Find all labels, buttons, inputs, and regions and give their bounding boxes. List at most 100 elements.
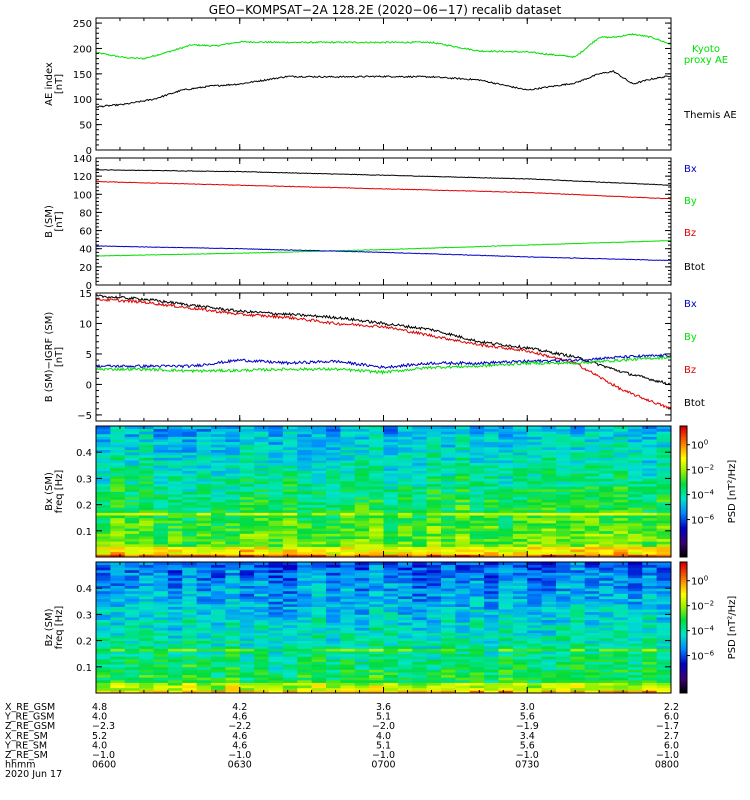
bz_spec-cell	[383, 593, 399, 597]
bz_spec-cell	[642, 685, 658, 689]
bx_spec-cell	[369, 470, 384, 474]
bz_spec-cell	[340, 648, 356, 652]
bx_spec-cell	[297, 488, 313, 492]
bx_spec-cell	[512, 428, 528, 432]
bx_spec-cell	[570, 460, 586, 464]
bx_spec-cell	[326, 494, 341, 498]
bx_spec-cell	[153, 512, 169, 516]
bx_spec-cell	[383, 551, 399, 555]
bx_spec-cell	[254, 452, 269, 456]
bz_spec-cell	[369, 622, 384, 626]
bz_spec-cell	[397, 643, 413, 647]
bz_spec-cell	[383, 624, 399, 628]
bz_spec-cell	[656, 590, 672, 594]
bx_spec-cell	[656, 446, 672, 450]
bz_spec-cell	[182, 609, 198, 613]
bz_spec-cell	[254, 572, 269, 576]
bz_spec-cell	[282, 672, 298, 676]
bz_spec-cell	[541, 651, 557, 655]
bx_spec-cell	[326, 433, 341, 437]
bx_spec-cell	[196, 515, 212, 519]
bz_spec-cell	[397, 598, 413, 602]
bx_spec-cell	[167, 546, 183, 550]
bx_spec-cell	[369, 504, 384, 508]
bz_spec-cell	[584, 656, 600, 660]
bx_spec-cell	[211, 446, 226, 450]
bx_spec-cell	[599, 465, 614, 469]
bz_spec-colorbar-step	[680, 690, 687, 694]
bx_spec-cell	[455, 512, 471, 516]
bx_spec-cell	[110, 465, 126, 469]
bx_spec-cell	[383, 494, 399, 498]
bz_spec-cell	[254, 580, 269, 584]
bz_spec-cell	[110, 567, 126, 571]
bz_spec-cell	[254, 643, 269, 647]
bx_spec-cell	[627, 530, 643, 534]
bz_spec-cell	[627, 601, 643, 605]
bx_spec-cell	[613, 470, 629, 474]
bx_spec-cell	[311, 449, 327, 453]
bx_spec-cell	[254, 530, 269, 534]
bx_spec-cell	[196, 462, 212, 466]
bx_spec-cell	[268, 536, 284, 540]
bx_spec-cell	[153, 541, 169, 545]
bz_spec-cell	[541, 564, 557, 568]
bz_spec-cell	[139, 569, 154, 573]
bx_spec-cell	[512, 462, 528, 466]
bx_spec-cell	[642, 494, 658, 498]
bz_spec-cell	[297, 572, 313, 576]
bx_spec-cell	[297, 481, 313, 485]
bx_spec-cell	[498, 507, 514, 511]
bx_spec-cell	[455, 454, 471, 458]
bx_spec-cell	[167, 462, 183, 466]
bx_spec-cell	[484, 499, 499, 503]
bx_spec-cell	[354, 551, 370, 555]
bx_spec-colorbar	[680, 426, 687, 558]
bx_spec-cell	[211, 501, 226, 505]
bz_spec-cell	[627, 661, 643, 665]
bz_spec-cell	[541, 672, 557, 676]
bx_spec-cell	[527, 452, 543, 456]
bx_spec-cell	[656, 439, 672, 443]
bx_spec-cell	[613, 520, 629, 524]
bz_spec-cell	[570, 648, 586, 652]
bz_spec-cell	[599, 622, 614, 626]
bz_spec-cell	[124, 564, 140, 568]
bz_spec-cell	[527, 669, 543, 673]
bx_spec-cell	[584, 536, 600, 540]
bx_spec-cell	[153, 428, 169, 432]
bx_spec-cell	[383, 507, 399, 511]
bx_spec-cell	[412, 452, 428, 456]
bx_spec-cell	[570, 554, 586, 558]
bz_spec-cell	[153, 624, 169, 628]
bx_spec-cell	[239, 504, 255, 508]
bx_spec-cell	[354, 543, 370, 547]
bx_spec-cell	[354, 478, 370, 482]
bx_spec-cell	[426, 520, 442, 524]
bx_spec-cell	[656, 551, 672, 555]
bx_spec-cell	[383, 460, 399, 464]
bz_spec-cell	[527, 637, 543, 641]
bx_spec-cell	[455, 457, 471, 461]
bx_spec-cell	[139, 528, 154, 532]
bz_spec-cell	[297, 677, 313, 681]
bz_spec-heatmap-cells	[96, 562, 672, 694]
bz_spec-cell	[383, 585, 399, 589]
bz_spec-cell	[369, 562, 384, 566]
bx_spec-cell	[613, 431, 629, 435]
bx_spec-cell	[110, 520, 126, 524]
bx_spec-cell	[570, 494, 586, 498]
bz_spec-cell	[225, 562, 241, 566]
bx_spec-cell	[570, 486, 586, 490]
bx_spec-cell	[613, 546, 629, 550]
bx_spec-cell	[441, 536, 456, 540]
bx_spec-cell	[498, 457, 514, 461]
bz_spec-cell	[556, 577, 571, 581]
bx_spec-cell	[225, 465, 241, 469]
bz_spec-cell	[584, 685, 600, 689]
bz_spec-cell	[153, 596, 169, 600]
bz_spec-cell	[326, 677, 341, 681]
bz_spec-cell	[426, 664, 442, 668]
bx_spec-cell	[541, 441, 557, 445]
b-series-bx	[95, 245, 672, 262]
